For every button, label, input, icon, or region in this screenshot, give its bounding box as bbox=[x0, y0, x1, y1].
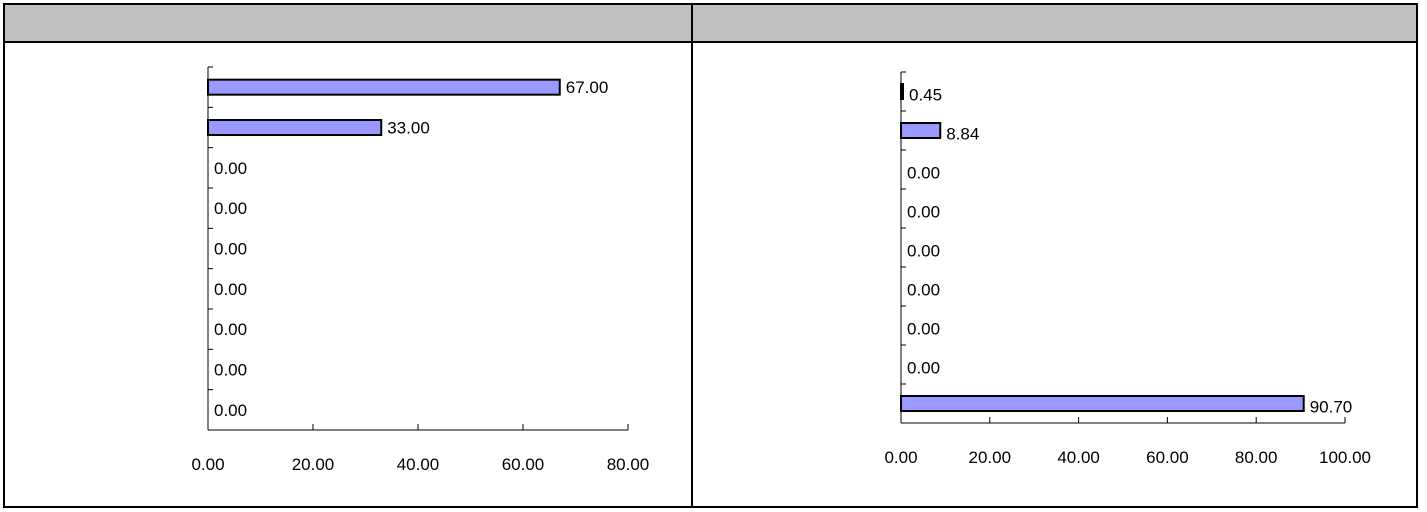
left-x-tick-label: 60.00 bbox=[502, 455, 545, 474]
left-value-label: 0.00 bbox=[214, 199, 247, 218]
right-x-tick-label: 40.00 bbox=[1057, 448, 1100, 467]
right-bar bbox=[900, 122, 942, 139]
right-header-cell bbox=[691, 5, 1416, 43]
right-bar bbox=[900, 395, 1305, 412]
right-x-tick-label: 100.00 bbox=[1319, 448, 1371, 467]
right-x-tick-label: 0.00 bbox=[884, 448, 917, 467]
right-value-label: 0.00 bbox=[907, 242, 940, 261]
left-value-label: 0.00 bbox=[214, 159, 247, 178]
right-value-label: 0.00 bbox=[907, 281, 940, 300]
right-x-tick-label: 60.00 bbox=[1146, 448, 1189, 467]
left-value-label: 0.00 bbox=[214, 320, 247, 339]
right-value-label: 90.70 bbox=[1310, 398, 1353, 417]
right-value-label: 0.45 bbox=[909, 86, 942, 105]
right-bar bbox=[900, 83, 904, 100]
right-value-label: 0.00 bbox=[907, 203, 940, 222]
left-x-tick-label: 40.00 bbox=[397, 455, 440, 474]
right-value-label: 0.00 bbox=[907, 164, 940, 183]
left-x-tick-label: 0.00 bbox=[191, 455, 224, 474]
left-value-label: 67.00 bbox=[566, 78, 609, 97]
left-bar bbox=[207, 78, 561, 96]
left-value-label: 0.00 bbox=[214, 361, 247, 380]
left-value-label: 0.00 bbox=[214, 401, 247, 420]
left-value-label: 33.00 bbox=[387, 119, 430, 138]
right-x-tick-label: 80.00 bbox=[1235, 448, 1278, 467]
right-value-label: 8.84 bbox=[946, 125, 979, 144]
left-x-tick-label: 20.00 bbox=[292, 455, 335, 474]
column-divider bbox=[691, 5, 693, 506]
left-bar-chart: 0.00 20.00 40.00 60.00 80.00 67.00 33.00 0.00 0.… bbox=[191, 66, 650, 474]
left-x-tick-label: 80.00 bbox=[607, 455, 650, 474]
left-header-cell bbox=[5, 5, 691, 43]
left-bar bbox=[207, 119, 383, 136]
right-x-tick-label: 20.00 bbox=[969, 448, 1012, 467]
right-value-label: 0.00 bbox=[907, 359, 940, 378]
right-value-label: 0.00 bbox=[907, 320, 940, 339]
left-value-label: 0.00 bbox=[214, 240, 247, 259]
left-value-label: 0.00 bbox=[214, 280, 247, 299]
